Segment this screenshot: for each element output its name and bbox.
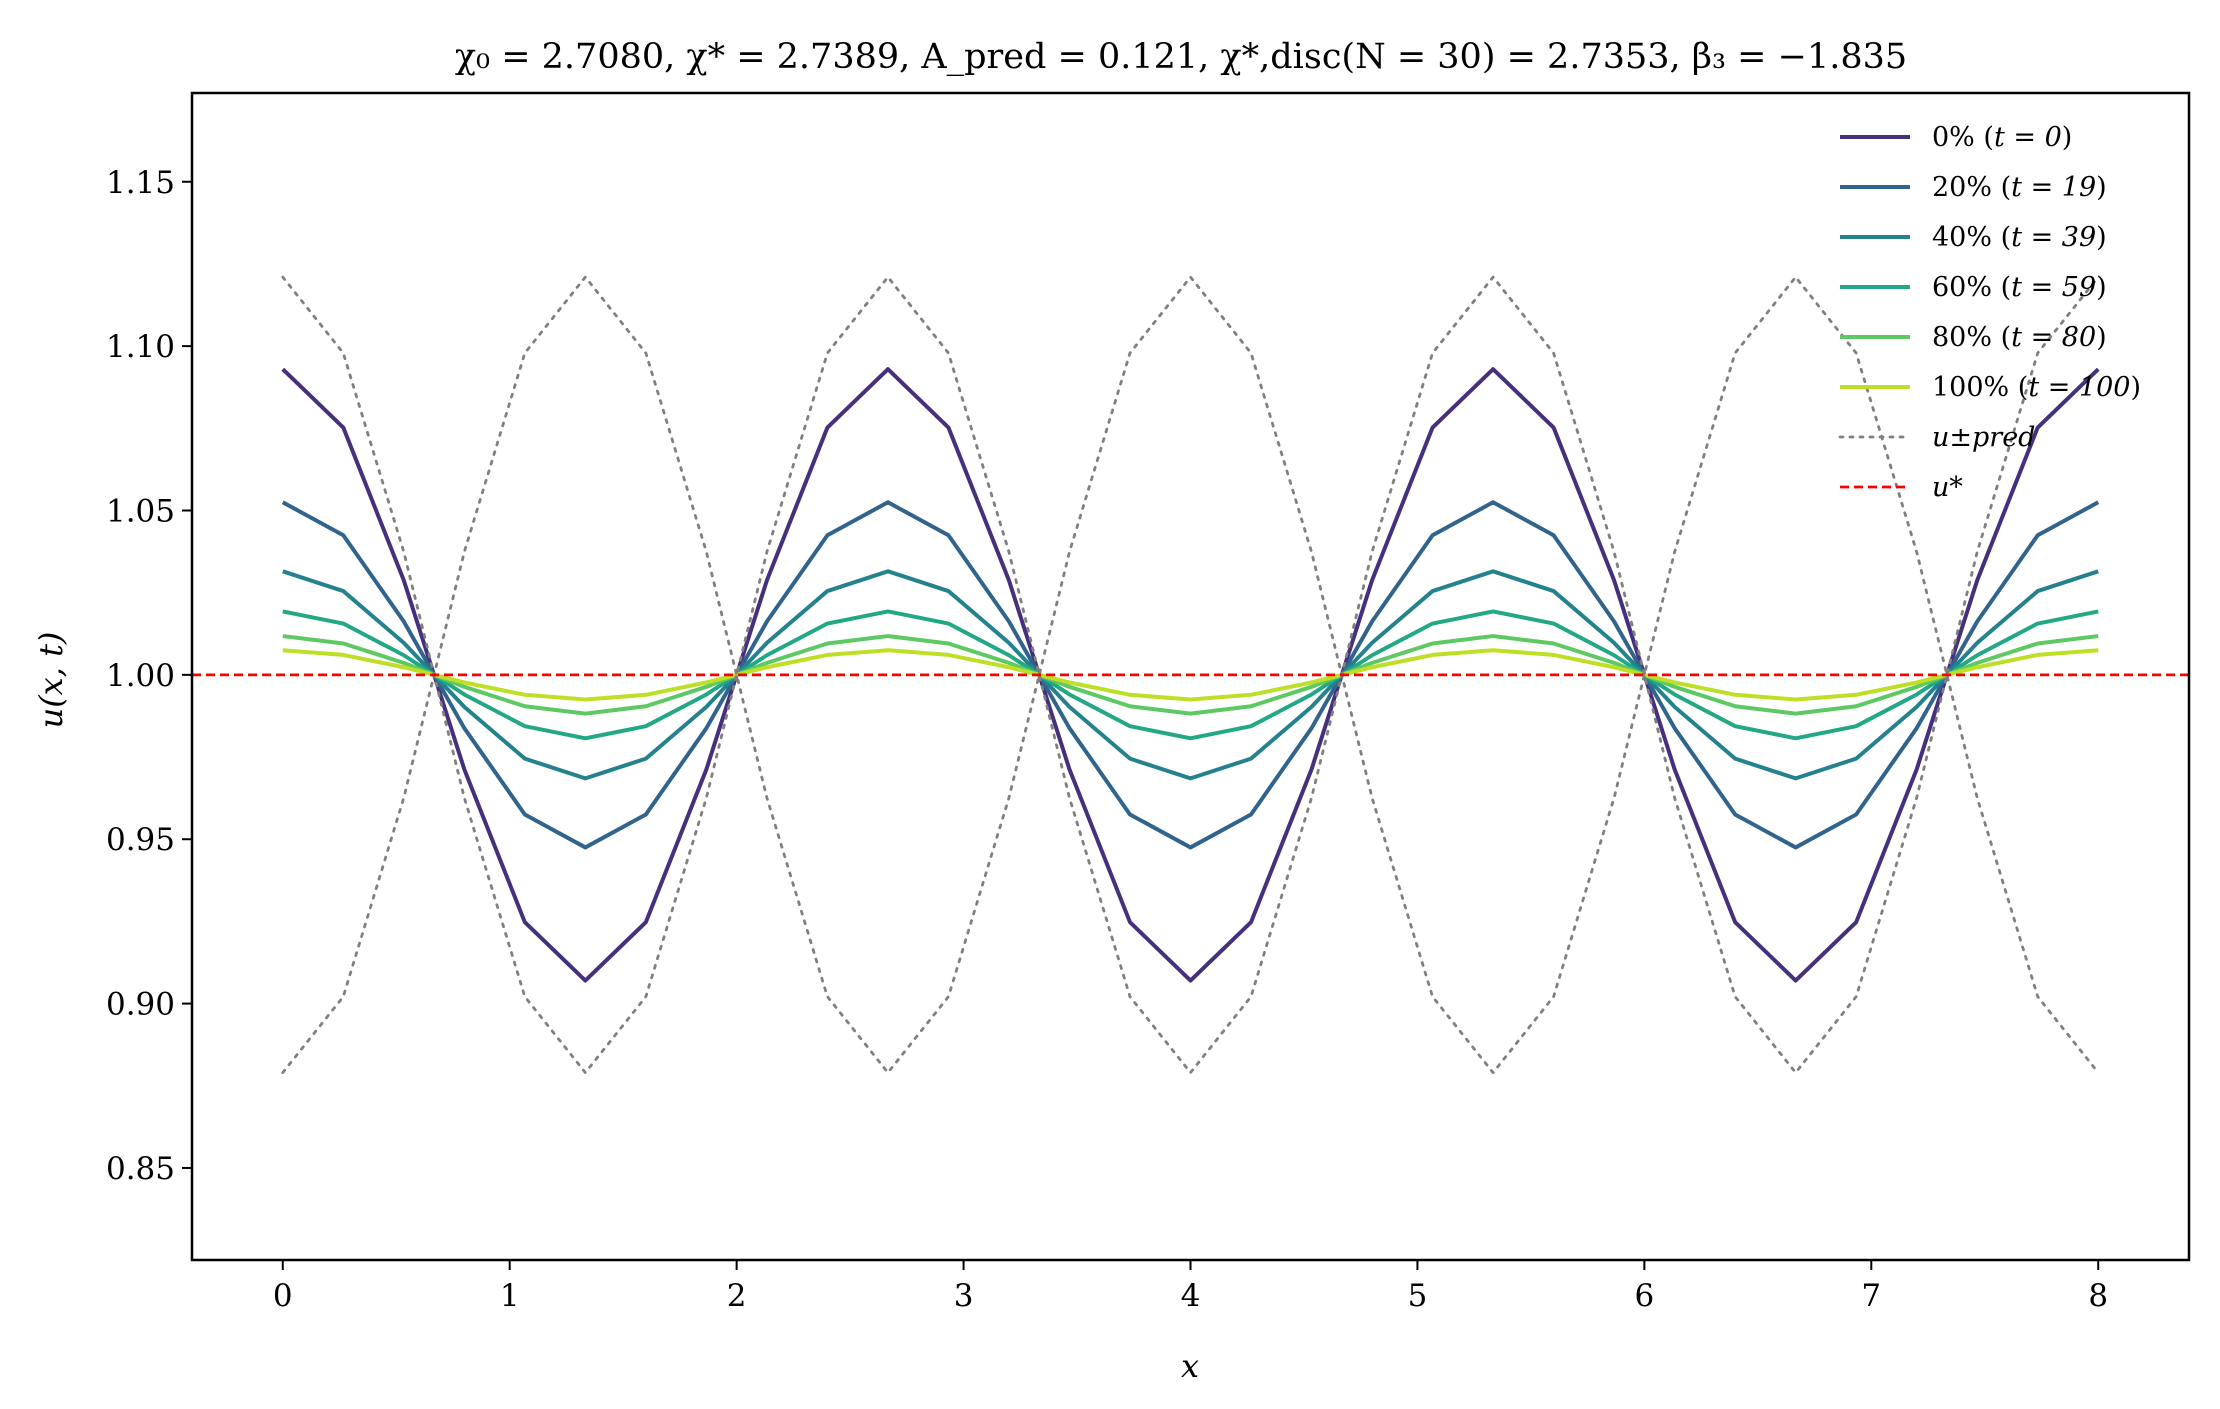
chart-title: χ₀ = 2.7080, χ* = 2.7389, A_pred = 0.121… [455, 37, 1907, 77]
x-tick-label: 8 [2088, 1278, 2108, 1314]
legend: 0% (t = 0) 20% (t = 19) 40% (t = 39) 60% (t… [1838, 122, 2141, 503]
y-axis-label: u(x, t) [32, 632, 70, 729]
series-line-4 [282, 634, 2099, 716]
series-line-3 [282, 609, 2099, 741]
y-tick-label: 1.10 [106, 329, 175, 365]
x-tick-label: 6 [1634, 1278, 1654, 1314]
y-tick-label: 0.90 [106, 987, 175, 1023]
plot-frame [190, 91, 2191, 1262]
x-axis-label: x [1181, 1347, 1199, 1385]
series-line-5 [282, 648, 2099, 702]
series-line-6-1 [281, 275, 2100, 1075]
y-tick-label: 0.95 [106, 822, 175, 858]
x-tick-label: 2 [727, 1278, 747, 1314]
legend-entry-0: 0% (t = 0) [1932, 122, 2072, 153]
y-axis: 0.85 0.90 0.95 1.00 1.05 1.10 1.15 [106, 165, 192, 1187]
series-line-6-0 [281, 275, 2100, 1075]
legend-entry-7: u* [1932, 472, 1963, 503]
series-line-2 [282, 569, 2099, 781]
legend-entry-5: 100% (t = 100) [1932, 372, 2141, 403]
x-axis: 0 1 2 3 4 5 6 7 8 [273, 1260, 2108, 1314]
y-tick-label: 0.85 [106, 1151, 175, 1187]
x-tick-label: 4 [1181, 1278, 1201, 1314]
y-tick-label: 1.15 [106, 165, 175, 201]
x-tick-label: 3 [954, 1278, 974, 1314]
legend-entry-4: 80% (t = 80) [1932, 322, 2107, 353]
x-tick-label: 0 [273, 1278, 293, 1314]
legend-entry-6: u±pred [1932, 422, 2035, 453]
x-tick-label: 5 [1408, 1278, 1428, 1314]
series-line-0 [281, 367, 2100, 983]
series-layer [192, 275, 2189, 1075]
x-tick-label: 1 [500, 1278, 520, 1314]
x-tick-label: 7 [1861, 1278, 1881, 1314]
legend-entry-1: 20% (t = 19) [1932, 172, 2107, 203]
legend-entry-2: 40% (t = 39) [1932, 222, 2107, 253]
y-tick-label: 1.00 [106, 658, 175, 694]
legend-entry-3: 60% (t = 59) [1932, 272, 2107, 303]
series-line-1 [281, 500, 2100, 850]
y-tick-label: 1.05 [106, 493, 175, 529]
